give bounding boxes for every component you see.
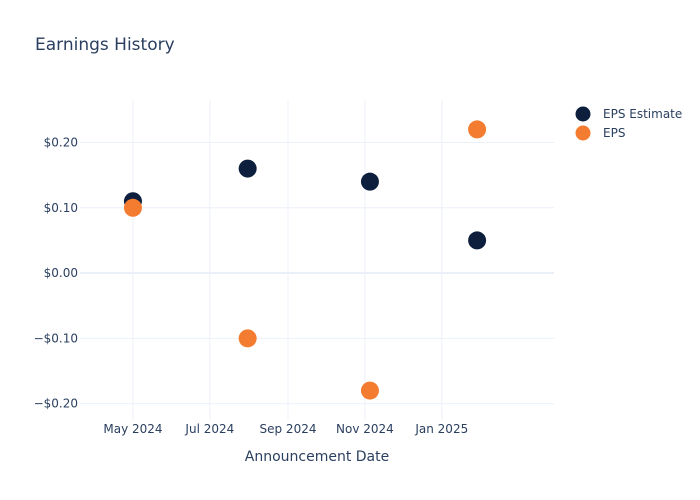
legend-label[interactable]: EPS Estimate	[603, 107, 682, 121]
legend[interactable]: EPS Estimate EPS	[575, 106, 683, 141]
x-axis-title: Announcement Date	[245, 449, 389, 465]
x-axis: May 2024 Jul 2024 Sep 2024 Nov 2024 Jan 2025	[103, 422, 468, 436]
marker-eps[interactable]	[468, 120, 487, 139]
legend-swatch[interactable]	[575, 106, 591, 122]
x-tick-label: Nov 2024	[336, 422, 394, 436]
marker-eps[interactable]	[360, 381, 379, 400]
y-tick-label: $0.00	[44, 266, 78, 280]
marker-eps-estimate[interactable]	[238, 159, 257, 178]
marker-eps-estimate[interactable]	[468, 231, 487, 250]
legend-swatch[interactable]	[575, 125, 591, 141]
x-tick-label: Jan 2025	[414, 422, 468, 436]
y-tick-label: −$0.10	[34, 331, 78, 345]
legend-label[interactable]: EPS	[603, 126, 625, 140]
marker-eps-estimate[interactable]	[360, 172, 379, 191]
x-tick-label: Sep 2024	[260, 422, 317, 436]
x-tick-label: May 2024	[103, 422, 162, 436]
x-tick-label: Jul 2024	[184, 422, 234, 436]
y-axis: $0.20 $0.10 $0.00 −$0.10 −$0.20	[34, 135, 78, 410]
marker-eps[interactable]	[123, 198, 142, 217]
y-tick-label: $0.20	[44, 135, 78, 149]
marker-eps[interactable]	[238, 329, 257, 348]
plot-markers	[123, 120, 487, 400]
grid-layer	[80, 100, 554, 420]
y-tick-label: $0.10	[44, 201, 78, 215]
chart-title: Earnings History	[35, 35, 175, 55]
y-tick-label: −$0.20	[34, 397, 78, 411]
